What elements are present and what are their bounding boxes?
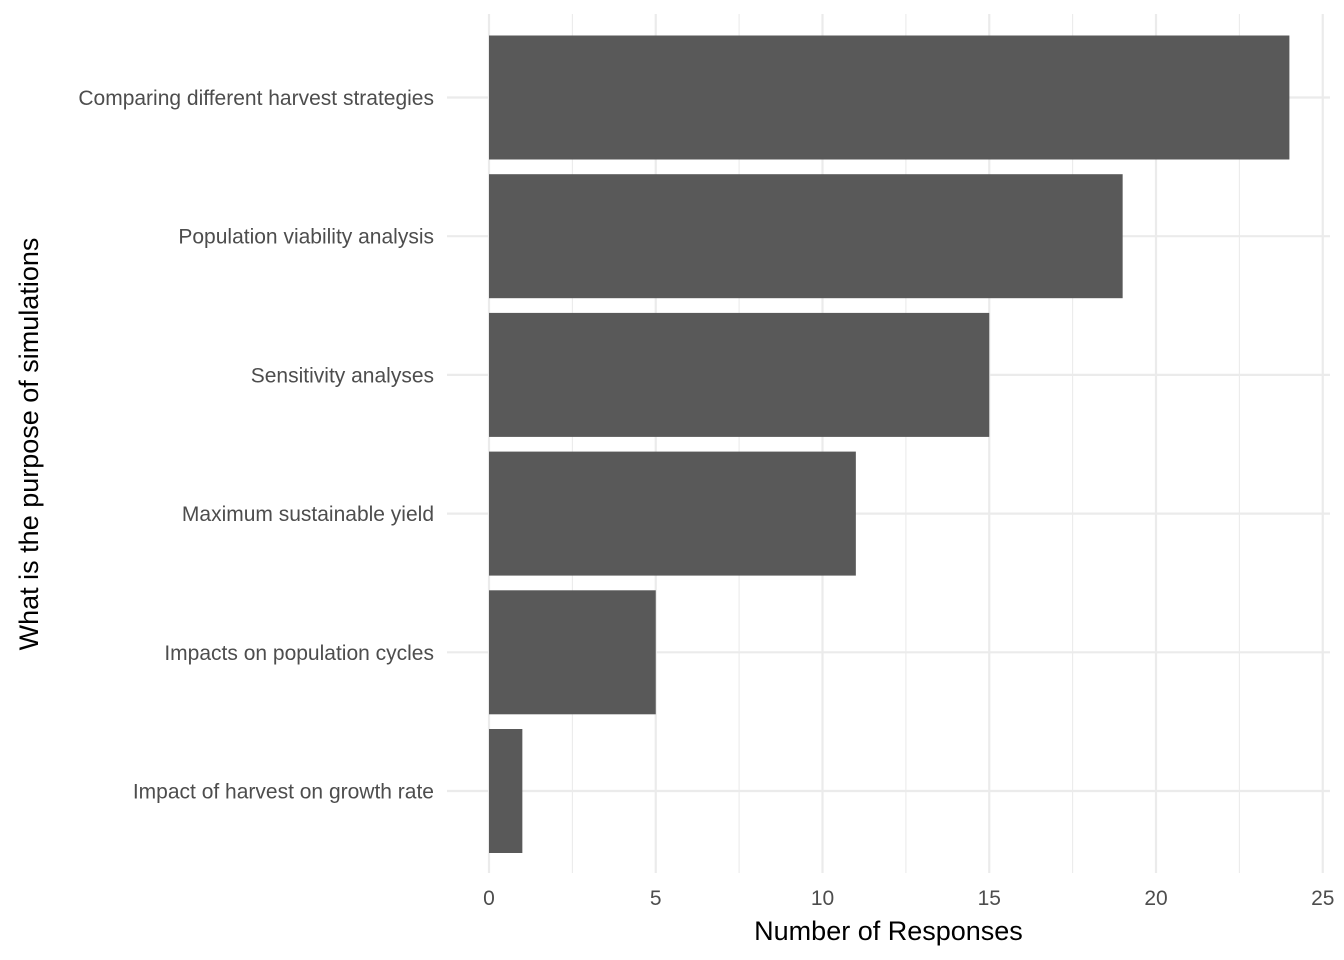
x-tick-label: 15 [978,887,1001,910]
y-tick-label: Population viability analysis [178,226,434,249]
bar [489,729,523,853]
x-tick-label: 20 [1144,887,1167,910]
y-axis-tick-labels: Comparing different harvest strategies Po… [78,87,434,804]
x-tick-label: 5 [650,887,662,910]
y-tick-label: Sensitivity analyses [251,364,434,387]
x-tick-label: 10 [811,887,834,910]
bar [489,174,1123,299]
x-axis-tick-labels: 0 5 10 15 20 25 [483,887,1334,910]
y-tick-label: Impacts on population cycles [164,642,434,665]
y-tick-label: Maximum sustainable yield [182,503,434,526]
x-tick-label: 0 [483,887,495,910]
x-tick-label: 25 [1311,887,1334,910]
y-tick-label: Impact of harvest on growth rate [133,781,434,804]
y-axis-title: What is the purpose of simulations [14,238,44,651]
bar [489,590,656,715]
y-tick-label: Comparing different harvest strategies [78,87,434,110]
bar [489,451,856,576]
bar [489,35,1290,160]
x-axis-title: Number of Responses [754,916,1023,946]
bars [489,35,1290,853]
bar [489,312,990,437]
